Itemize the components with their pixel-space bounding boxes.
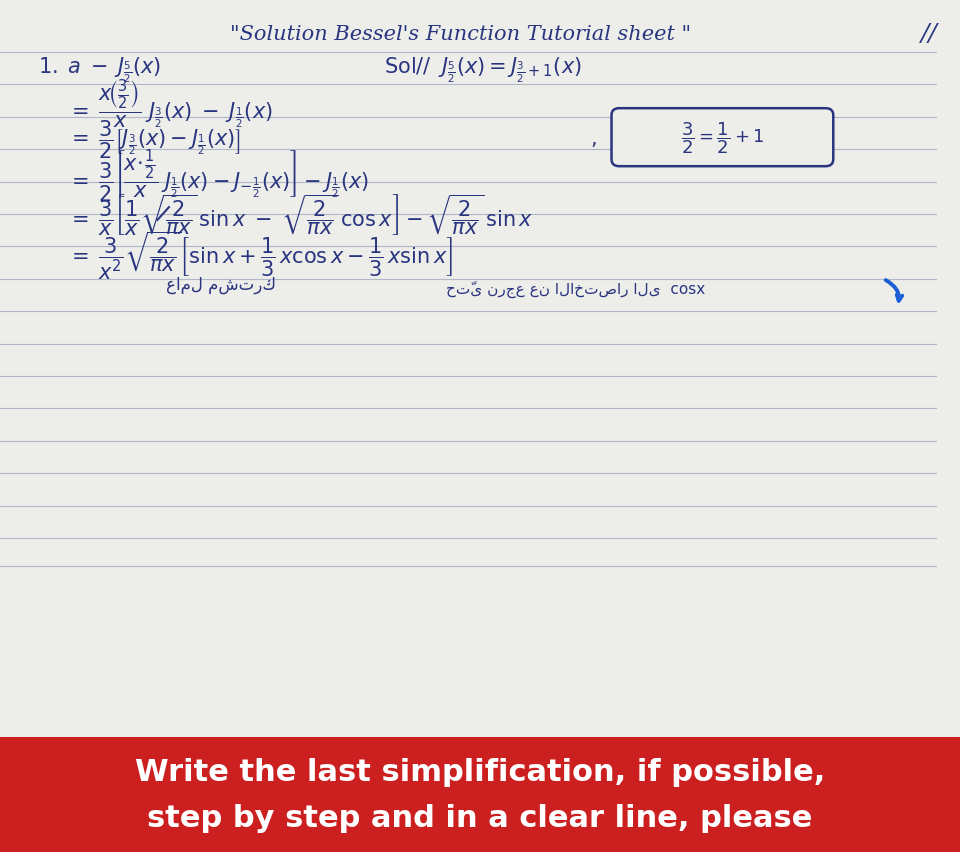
Text: $= \; \dfrac{3}{2} \left[ J_{\frac{3}{2}}(x) - J_{\frac{1}{2}}(x) \right]$: $= \; \dfrac{3}{2} \left[ J_{\frac{3}{2}…	[67, 118, 241, 161]
FancyBboxPatch shape	[612, 109, 833, 167]
Text: $= \; \dfrac{x\!\left(\frac{3}{2}\right)}{x} \; J_{\frac{3}{2}}(x) \; - \; J_{\f: $= \; \dfrac{x\!\left(\frac{3}{2}\right)…	[67, 78, 273, 130]
Text: //: //	[921, 23, 938, 45]
Text: $\dfrac{3}{2} = \dfrac{1}{2} + 1$: $\dfrac{3}{2} = \dfrac{1}{2} + 1$	[681, 120, 764, 156]
Bar	[0, 737, 960, 852]
Text: عامل مشترك: عامل مشترك	[166, 275, 276, 294]
Text: $\mathrm{Sol//} \;\; J_{\frac{5}{2}}(x) = J_{\frac{3}{2}+1}(x)$: $\mathrm{Sol//} \;\; J_{\frac{5}{2}}(x) …	[384, 55, 582, 84]
Text: $= \; \dfrac{3}{2} \left[ \dfrac{x\!\cdot\!\frac{1}{2}}{x} \; J_{\frac{1}{2}}(x): $= \; \dfrac{3}{2} \left[ \dfrac{x\!\cdo…	[67, 148, 370, 204]
Text: "Solution Bessel's Function Tutorial sheet ": "Solution Bessel's Function Tutorial she…	[230, 25, 691, 43]
Text: Write the last simplification, if possible,: Write the last simplification, if possib…	[134, 757, 826, 786]
Text: step by step and in a clear line, please: step by step and in a clear line, please	[147, 803, 813, 832]
Text: $,$: $,$	[590, 130, 597, 149]
Text: حتّى نرجع عن الاختصار الى  cosx: حتّى نرجع عن الاختصار الى cosx	[446, 280, 706, 297]
Text: $= \; \dfrac{3}{x^{2}}\sqrt{\dfrac{2}{\pi x}} \left[\sin x +\dfrac{1}{3}\,x\cos : $= \; \dfrac{3}{x^{2}}\sqrt{\dfrac{2}{\p…	[67, 229, 453, 282]
Text: $1.\; a \; - \; J_{\frac{5}{2}}(x)$: $1.\; a \; - \; J_{\frac{5}{2}}(x)$	[38, 55, 161, 84]
Text: $= \; \dfrac{3}{x} \left[ \dfrac{1}{x}\sqrt{\dfrac{2}{\pi x}}\,\sin x \;-\; \sqr: $= \; \dfrac{3}{x} \left[ \dfrac{1}{x}\s…	[67, 192, 534, 238]
